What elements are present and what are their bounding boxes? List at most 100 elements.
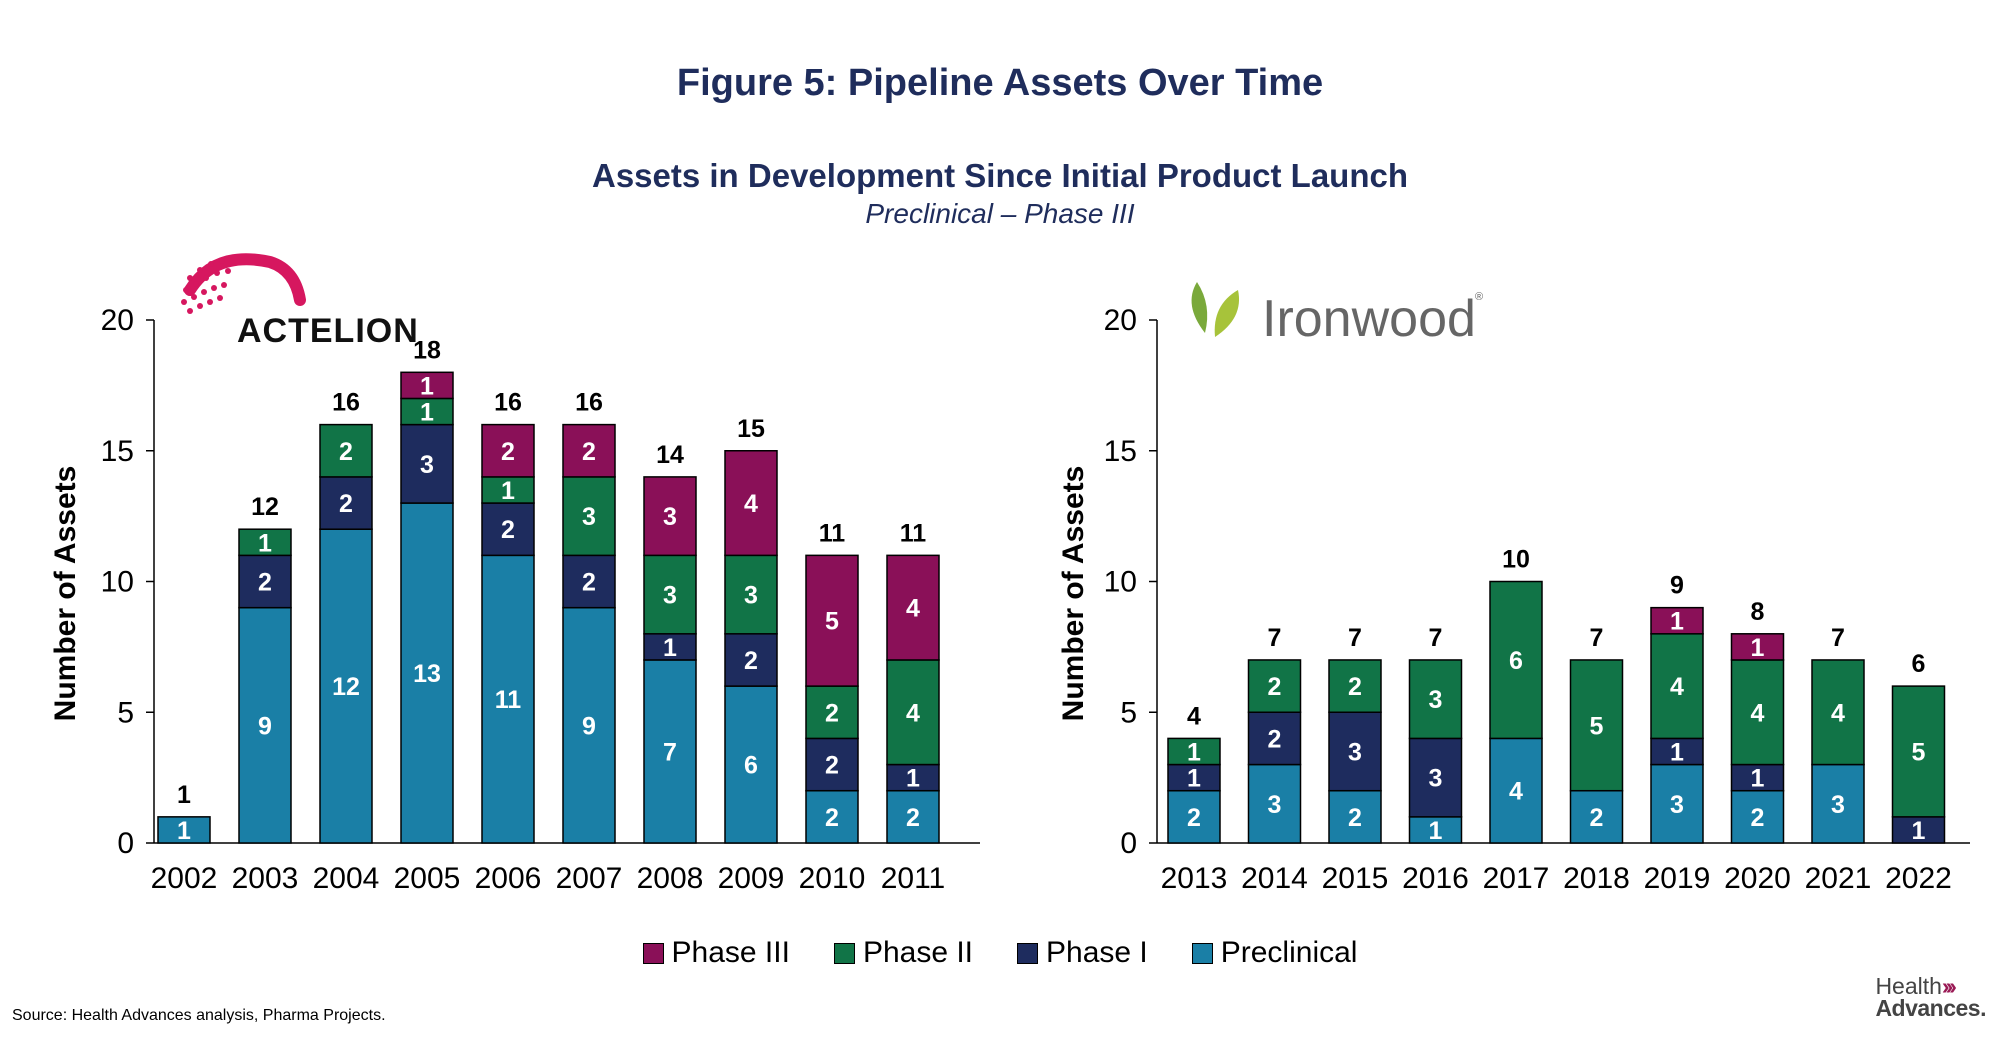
chart-0-bar-segment	[481, 423, 535, 478]
chart-1-segment-label: 1	[1751, 634, 1765, 662]
chart-1-y-tick-label: 20	[1104, 304, 1137, 337]
legend-label-preclinical: Preclinical	[1220, 936, 1358, 969]
health-advances-logo: Health››› Advances.	[1875, 973, 1986, 1021]
chart-0-segment-label: 2	[582, 438, 596, 466]
chart-0-segment-label: 1	[420, 372, 434, 400]
chart-1-segment-label: 1	[1670, 608, 1684, 636]
chart-0-segment-label: 3	[663, 503, 677, 531]
legend-swatch-phase-1	[1017, 942, 1039, 964]
chart-1-bar-segment	[1569, 659, 1624, 792]
chart-0-segment-label: 11	[495, 686, 522, 714]
chart-1-x-tick-label: 2022	[1885, 862, 1952, 895]
chart-0-segment-label: 1	[177, 817, 191, 845]
chart-1-bar-segment	[1730, 763, 1785, 792]
chart-0-segment-label: 2	[825, 699, 839, 727]
chart-0-bar-segment	[400, 502, 454, 844]
chart-1-x-tick-label: 2019	[1644, 862, 1711, 895]
chart-0-total-label: 15	[737, 415, 765, 443]
chart-0-segment-label: 3	[663, 582, 677, 610]
chart-1-bar-segment	[1489, 580, 1543, 740]
chart-0-segment-label: 13	[413, 660, 441, 688]
chart-0-bar-segment	[400, 423, 454, 504]
chart-0-total-label: 16	[575, 389, 603, 417]
chart-1-x-tick-label: 2015	[1322, 862, 1389, 895]
chart-0-segment-label: 2	[825, 804, 839, 832]
chart-0-bar-segment	[319, 476, 373, 530]
chart-0-total-label: 11	[819, 519, 846, 547]
chart-0-total-label: 16	[332, 389, 360, 417]
chart-0-bar-segment	[319, 528, 373, 844]
chart-1-total-label: 4	[1187, 702, 1201, 730]
chart-1-bar-segment	[1167, 763, 1221, 792]
chart-1-segment-label: 2	[1348, 673, 1362, 701]
chart-legend: Phase III Phase II Phase I Preclinical	[0, 936, 2000, 970]
chart-1-x-tick-label: 2013	[1161, 862, 1228, 895]
logo-advances-text: Advances.	[1875, 995, 1986, 1021]
chart-0-x-tick-label: 2008	[637, 862, 704, 895]
chart-1-bar-segment	[1328, 711, 1382, 792]
chart-0-segment-label: 2	[258, 569, 272, 597]
chart-1-segment-label: 2	[1268, 725, 1282, 753]
chart-0-bar-segment	[562, 423, 616, 478]
chart-0-segment-label: 4	[906, 699, 920, 727]
actelion-brand-text: ACTELION	[237, 312, 419, 350]
chart-1-segment-label: 3	[1268, 791, 1282, 819]
chart-1-y-axis-label: Number of Assets	[1057, 466, 1090, 722]
chart-0-segment-label: 2	[906, 804, 920, 832]
chart-0-bar-segment	[805, 789, 859, 844]
chart-0-total-label: 14	[656, 441, 684, 469]
chart-1-segment-label: 3	[1348, 738, 1362, 766]
chart-1-y-tick-label: 5	[1120, 696, 1137, 729]
chart-0-bar-segment	[481, 502, 535, 557]
chart-0-bar-segment	[805, 685, 859, 740]
chart-1-segment-label: 2	[1348, 804, 1362, 832]
legend-item-preclinical: Preclinical	[1191, 936, 1358, 970]
logo-health-text: Health	[1875, 973, 1942, 999]
chart-1-x-tick-label: 2021	[1805, 862, 1872, 895]
chart-0-segment-label: 2	[501, 438, 515, 466]
svg-text:®: ®	[1475, 291, 1483, 303]
chart-1-bar-segment	[1730, 633, 1785, 661]
source-note: Source: Health Advances analysis, Pharma…	[12, 1007, 386, 1024]
chart-0-segment-label: 3	[582, 503, 596, 531]
chart-0-x-tick-label: 2005	[394, 862, 461, 895]
chart-1-bar-segment	[1408, 659, 1463, 740]
chart-0-bar-segment	[400, 371, 454, 400]
chart-1-bar-segment	[1891, 685, 1946, 818]
chart-1-bar-segment	[1569, 789, 1624, 844]
chart-1-segment-label: 3	[1429, 686, 1443, 714]
chart-1-segment-label: 1	[1187, 765, 1201, 793]
chart-1-total-label: 7	[1268, 624, 1282, 652]
chart-1-total-label: 6	[1912, 650, 1926, 678]
chart-0-x-tick-label: 2011	[881, 862, 946, 895]
chart-1-segment-label: 3	[1670, 791, 1684, 819]
chart-1-segment-label: 1	[1187, 738, 1201, 766]
chart-0-segment-label: 2	[339, 438, 353, 466]
chart-1-bar-segment	[1247, 763, 1302, 844]
chart-0-bar-segment	[724, 554, 778, 635]
chart-0-y-tick-label: 0	[117, 827, 134, 860]
chart-1-segment-label: 5	[1590, 712, 1604, 740]
chart-0-segment-label: 2	[825, 752, 839, 780]
chart-0-segment-label: 1	[501, 477, 515, 505]
chart-0-bar-segment	[643, 476, 697, 557]
chart-0-y-tick-label: 10	[101, 566, 134, 599]
chart-0-bar-segment	[238, 606, 292, 844]
chart-1-segment-label: 4	[1751, 699, 1765, 727]
chart-1-segment-label: 5	[1912, 738, 1926, 766]
chart-1-segment-label: 3	[1831, 791, 1845, 819]
chart-1-x-tick-label: 2014	[1241, 862, 1308, 895]
chart-0-segment-label: 6	[744, 752, 758, 780]
chart-1-bar-segment	[1328, 659, 1382, 714]
chart-1-segment-label: 1	[1670, 738, 1684, 766]
chart-0-total-label: 1	[177, 781, 191, 809]
chart-0-segment-label: 9	[258, 712, 272, 740]
legend-item-phase-2: Phase II	[833, 936, 973, 970]
chart-0-x-tick-label: 2007	[556, 862, 623, 895]
chart-1-x-tick-label: 2018	[1563, 862, 1630, 895]
legend-item-phase-1: Phase I	[1017, 936, 1148, 970]
chart-1-segment-label: 6	[1509, 647, 1523, 675]
chart-1-total-label: 7	[1831, 624, 1845, 652]
figure-subtitle: Assets in Development Since Initial Prod…	[591, 157, 1408, 194]
